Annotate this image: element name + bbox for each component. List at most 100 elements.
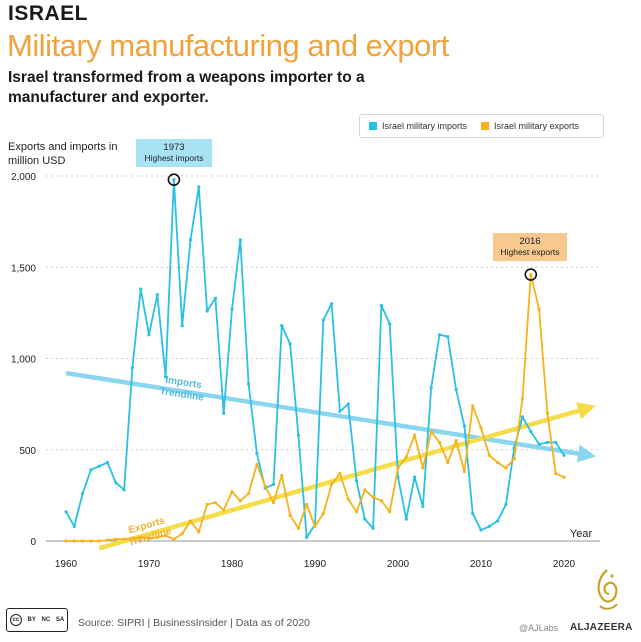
- source-note: Source: SIPRI | BusinessInsider | Data a…: [78, 617, 310, 629]
- brand-name: ALJAZEERA: [570, 622, 633, 633]
- imports-data-point: [114, 481, 118, 485]
- exports-data-point: [263, 484, 267, 488]
- exports-peak-marker: [524, 268, 538, 281]
- exports-trendline: [98, 402, 596, 551]
- exports-data-point: [512, 457, 516, 461]
- imports-data-point: [346, 402, 350, 406]
- imports-data-point: [471, 512, 475, 516]
- imports-data-point: [429, 386, 433, 390]
- exports-data-point: [255, 462, 259, 466]
- callout-imports-year: 1973: [163, 142, 185, 153]
- exports-data-point: [147, 536, 151, 540]
- callout-highest-imports: 1973 Highest imports: [136, 139, 212, 167]
- exports-data-point: [429, 429, 433, 434]
- exports-data-point: [404, 455, 408, 459]
- exports-data-point: [139, 535, 143, 539]
- exports-data-point: [338, 471, 342, 476]
- exports-data-point: [396, 466, 400, 470]
- y-tick-label: 0: [30, 537, 36, 548]
- callout-imports-text: Highest imports: [144, 153, 204, 163]
- cc-by-icon: BY: [27, 617, 36, 623]
- exports-data-point: [72, 539, 76, 543]
- imports-data-point: [81, 491, 85, 496]
- imports-data-point: [64, 510, 68, 514]
- exports-data-point: [230, 490, 234, 494]
- legend: Israel military imports Israel military …: [359, 114, 604, 138]
- subtitle: Israel transformed from a weapons import…: [8, 69, 365, 106]
- exports-data-point: [346, 497, 350, 501]
- exports-data-point: [180, 532, 184, 536]
- imports-data-point: [354, 479, 359, 483]
- imports-data-point: [363, 517, 367, 521]
- legend-item-exports: Israel military exports: [481, 121, 579, 131]
- exports-data-point: [64, 539, 68, 543]
- imports-data-point: [205, 309, 209, 313]
- imports-data-point: [330, 302, 334, 306]
- imports-data-point: [371, 526, 375, 530]
- imports-data-point: [238, 238, 242, 242]
- exports-data-point: [280, 473, 284, 477]
- callout-highest-exports: 2016 Highest exports: [493, 233, 567, 261]
- exports-data-point: [388, 510, 392, 514]
- imports-data-point: [562, 453, 566, 457]
- exports-data-point: [545, 411, 550, 415]
- imports-data-point: [147, 333, 151, 337]
- callout-exports-year: 2016: [519, 236, 541, 247]
- exports-data-point: [296, 526, 300, 530]
- imports-data-point: [504, 502, 508, 507]
- legend-item-imports: Israel military imports: [369, 121, 467, 131]
- exports-data-point: [222, 508, 226, 512]
- exports-data-point: [330, 482, 334, 487]
- exports-data-point: [97, 539, 101, 543]
- exports-data-point: [238, 499, 242, 503]
- imports-peak-marker: [167, 173, 181, 186]
- imports-data-point: [454, 387, 458, 392]
- exports-data-point: [504, 466, 508, 470]
- exports-data-point: [520, 397, 525, 401]
- imports-data-point: [213, 296, 217, 300]
- exports-data-point: [81, 539, 85, 543]
- exports-data-point: [105, 538, 110, 542]
- imports-data-point: [222, 411, 226, 415]
- imports-data-point: [89, 468, 93, 472]
- imports-data-point: [379, 303, 383, 308]
- y-tick-label: 500: [19, 446, 36, 457]
- x-tick-label: 2000: [387, 559, 410, 570]
- exports-data-point: [172, 537, 176, 541]
- exports-data-point: [363, 488, 367, 492]
- exports-data-point: [271, 501, 276, 505]
- imports-data-point: [421, 504, 425, 508]
- exports-data-point: [89, 539, 93, 543]
- imports-data-point: [545, 440, 550, 445]
- imports-data-point: [230, 307, 234, 311]
- imports-data-point: [180, 324, 184, 328]
- imports-data-point: [172, 178, 176, 182]
- imports-data-point: [437, 333, 442, 337]
- exports-data-point: [421, 466, 425, 470]
- imports-data-point: [554, 440, 558, 445]
- exports-data-point: [562, 475, 566, 479]
- exports-data-point: [487, 453, 491, 457]
- cc-sa-icon: SA: [55, 617, 65, 623]
- exports-data-point: [188, 519, 193, 523]
- x-tick-label: 2010: [470, 559, 493, 570]
- exports-data-point: [122, 537, 126, 541]
- imports-series-line: [65, 178, 565, 539]
- imports-data-point: [496, 519, 500, 523]
- imports-data-point: [122, 488, 126, 492]
- credit-label: @AJLabs: [519, 623, 559, 633]
- legend-label-imports: Israel military imports: [382, 121, 468, 131]
- imports-data-point: [247, 382, 251, 386]
- imports-data-point: [296, 433, 300, 437]
- imports-data-point: [280, 324, 284, 328]
- imports-data-point: [255, 451, 259, 455]
- imports-data-point: [413, 475, 417, 479]
- exports-data-point: [554, 471, 558, 476]
- imports-data-point: [520, 415, 525, 419]
- x-tick-label: 1980: [221, 559, 244, 570]
- x-tick-label: 1970: [138, 559, 161, 570]
- y-axis-label: Exports and imports in million USD: [8, 141, 118, 167]
- exports-data-point: [379, 499, 383, 503]
